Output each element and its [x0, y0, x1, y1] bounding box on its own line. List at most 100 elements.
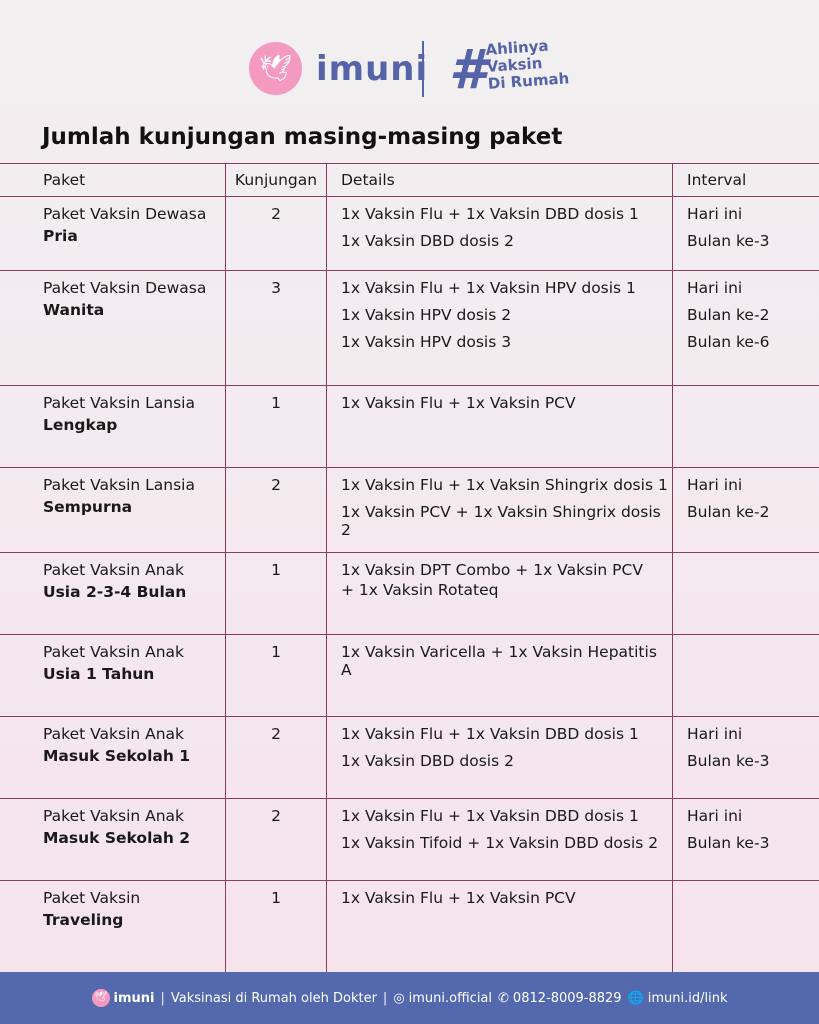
table-row: Paket Vaksin Anak Usia 1 Tahun 1 1x Vaksin …: [0, 634, 819, 717]
table-row: Paket Vaksin Lansia Sempurna 2 1x Vaksin Fl…: [0, 467, 819, 553]
package-variant: Masuk Sekolah 1: [43, 747, 191, 765]
instagram-handle: imuni.official: [408, 990, 493, 1006]
instagram-icon: ◎: [393, 990, 405, 1006]
page-title: Jumlah kunjungan masing-masing paket: [42, 124, 563, 150]
header-interval: Interval: [672, 163, 819, 197]
interval-cell: [672, 634, 819, 717]
interval-line: Bulan ke-3: [687, 232, 770, 250]
detail-line: 1x Vaksin Flu + 1x Vaksin PCV: [341, 394, 576, 412]
header-details: Details: [326, 163, 673, 197]
package-cell: Paket Vaksin Anak Usia 2-3-4 Bulan: [0, 552, 226, 635]
package-variant: Usia 1 Tahun: [43, 665, 155, 683]
header-paket: Paket: [0, 163, 226, 197]
package-name: Paket Vaksin Dewasa: [43, 205, 207, 223]
visit-count: 1: [271, 643, 281, 661]
visits-cell: 2: [225, 467, 327, 553]
interval-cell: Hari ini Bulan ke-3: [672, 716, 819, 799]
details-cell: 1x Vaksin Flu + 1x Vaksin PCV: [326, 880, 673, 973]
footer: 🕊 imuni | Vaksinasi di Rumah oleh Dokter …: [0, 972, 819, 1024]
detail-line: 1x Vaksin Tifoid + 1x Vaksin DBD dosis 2: [341, 834, 659, 852]
interval-line: Bulan ke-3: [687, 752, 770, 770]
visits-cell: 2: [225, 716, 327, 799]
visit-count: 2: [271, 205, 281, 223]
details-cell: 1x Vaksin DPT Combo + 1x Vaksin PCV + 1x …: [326, 552, 673, 635]
details-cell: 1x Vaksin Flu + 1x Vaksin PCV: [326, 385, 673, 468]
detail-line: 1x Vaksin DPT Combo + 1x Vaksin PCV: [341, 561, 643, 579]
detail-line: 1x Vaksin DBD dosis 2: [341, 752, 514, 770]
visits-cell: 1: [225, 385, 327, 468]
bird-icon: 🕊: [91, 989, 110, 1007]
details-cell: 1x Vaksin Varicella + 1x Vaksin Hepatiti…: [326, 634, 673, 717]
visit-count: 2: [271, 725, 281, 743]
interval-line: Hari ini: [687, 807, 743, 825]
package-variant: Masuk Sekolah 2: [43, 829, 191, 847]
package-table: Paket Kunjungan Details Interval Paket V…: [0, 163, 819, 973]
imuni-logo: 🕊 imuni: [249, 42, 428, 95]
header-divider: [422, 41, 424, 97]
table-header: Paket Kunjungan Details Interval: [0, 163, 819, 197]
package-cell: Paket Vaksin Dewasa Pria: [0, 196, 226, 271]
visit-count: 1: [271, 889, 281, 907]
detail-line: 1x Vaksin Flu + 1x Vaksin HPV dosis 1: [341, 279, 636, 297]
detail-line: 1x Vaksin DBD dosis 2: [341, 232, 514, 250]
detail-line: 1x Vaksin Flu + 1x Vaksin Shingrix dosis…: [341, 476, 668, 494]
visit-count: 1: [271, 561, 281, 579]
visits-cell: 2: [225, 196, 327, 271]
package-name: Paket Vaksin: [43, 889, 141, 907]
visit-count: 3: [271, 279, 281, 297]
package-name: Paket Vaksin Anak: [43, 725, 185, 743]
table-row: Paket Vaksin Dewasa Wanita 3 1x Vaksin Flu …: [0, 270, 819, 386]
interval-line: Bulan ke-6: [687, 333, 770, 351]
interval-line: Hari ini: [687, 205, 743, 223]
package-cell: Paket Vaksin Lansia Sempurna: [0, 467, 226, 553]
interval-cell: Hari ini Bulan ke-2 Bulan ke-6: [672, 270, 819, 386]
package-variant: Lengkap: [43, 416, 118, 434]
website-link[interactable]: 🌐 imuni.id/link: [628, 991, 728, 1006]
detail-line: 1x Vaksin HPV dosis 2: [341, 306, 512, 324]
whatsapp-icon: ✆: [498, 990, 509, 1006]
interval-cell: [672, 385, 819, 468]
table-row: Paket Vaksin Dewasa Pria 2 1x Vaksin Flu + …: [0, 196, 819, 271]
details-cell: 1x Vaksin Flu + 1x Vaksin DBD dosis 1 1x …: [326, 716, 673, 799]
interval-line: Bulan ke-2: [687, 503, 770, 521]
interval-cell: Hari ini Bulan ke-3: [672, 196, 819, 271]
package-variant: Wanita: [43, 301, 105, 319]
instagram-link[interactable]: ◎ imuni.official: [393, 991, 492, 1006]
detail-line: 1x Vaksin Flu + 1x Vaksin DBD dosis 1: [341, 205, 639, 223]
tagline-line: Di Rumah: [487, 69, 570, 93]
interval-line: Hari ini: [687, 725, 743, 743]
interval-cell: [672, 552, 819, 635]
interval-cell: [672, 880, 819, 973]
interval-line: Hari ini: [687, 476, 743, 494]
visits-cell: 2: [225, 798, 327, 881]
interval-line: Bulan ke-2: [687, 306, 770, 324]
table-row: Paket Vaksin Lansia Lengkap 1 1x Vaksin Flu…: [0, 385, 819, 468]
tagline: Ahlinya Vaksin Di Rumah: [485, 36, 570, 93]
separator: |: [160, 990, 165, 1006]
table-row: Paket Vaksin Anak Masuk Sekolah 1 2 1x Vaks…: [0, 716, 819, 799]
whatsapp-link[interactable]: ✆ 0812-8009-8829: [498, 991, 622, 1006]
package-variant: Traveling: [43, 911, 124, 929]
footer-brand: imuni: [113, 990, 155, 1006]
interval-cell: Hari ini Bulan ke-3: [672, 798, 819, 881]
header-kunjungan: Kunjungan: [225, 163, 327, 197]
hashtag-symbol: #: [449, 38, 487, 101]
bird-icon: 🕊: [249, 42, 302, 95]
details-cell: 1x Vaksin Flu + 1x Vaksin DBD dosis 1 1x …: [326, 798, 673, 881]
package-variant: Pria: [43, 227, 78, 245]
separator: |: [382, 990, 388, 1006]
whatsapp-number: 0812-8009-8829: [512, 990, 622, 1006]
interval-cell: Hari ini Bulan ke-2: [672, 467, 819, 553]
globe-icon: 🌐: [627, 990, 644, 1006]
detail-line: 1x Vaksin Flu + 1x Vaksin DBD dosis 1: [341, 725, 639, 743]
interval-line: Bulan ke-3: [687, 834, 770, 852]
detail-line: 1x Vaksin Varicella + 1x Vaksin Hepatiti…: [341, 643, 657, 679]
table-row: Paket Vaksin Anak Masuk Sekolah 2 2 1x Vaks…: [0, 798, 819, 881]
website-url: imuni.id/link: [647, 990, 728, 1006]
detail-line: 1x Vaksin PCV + 1x Vaksin Shingrix dosis…: [341, 503, 661, 539]
package-name: Paket Vaksin Anak: [43, 643, 185, 661]
details-cell: 1x Vaksin Flu + 1x Vaksin HPV dosis 1 1x …: [326, 270, 673, 386]
visits-cell: 1: [225, 880, 327, 973]
visit-count: 1: [271, 394, 281, 412]
interval-line: Hari ini: [687, 279, 743, 297]
